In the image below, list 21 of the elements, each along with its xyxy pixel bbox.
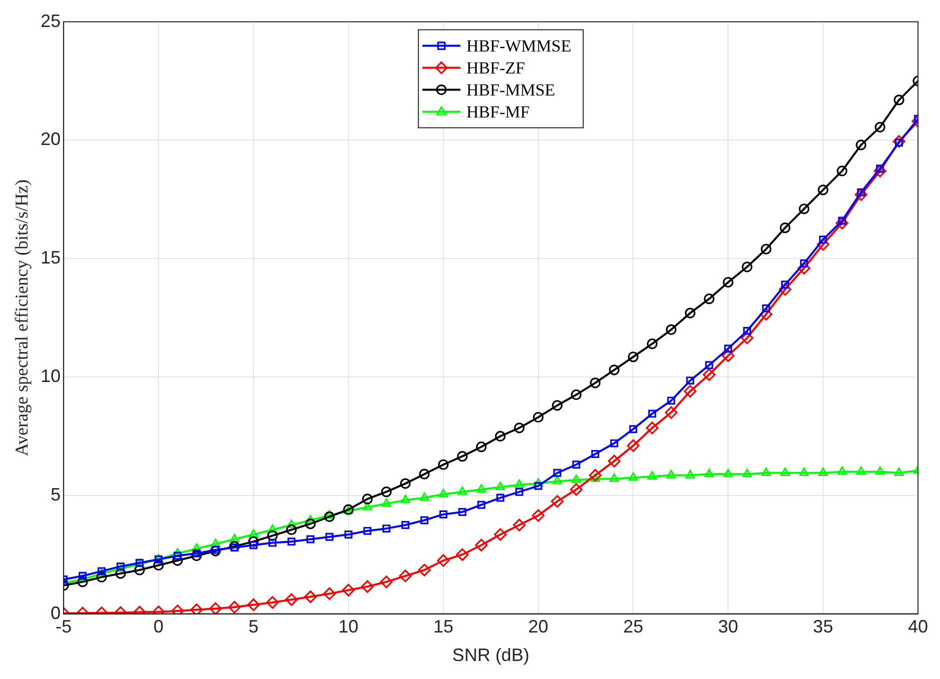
x-tick-label: 25 [623, 616, 644, 637]
x-tick-label: 35 [813, 616, 834, 637]
legend-label: HBF-WMMSE [466, 36, 572, 56]
y-tick-label: 15 [40, 248, 61, 268]
legend-label: HBF-MMSE [466, 80, 556, 100]
y-tick-label: 20 [40, 129, 61, 150]
x-tick-label: 20 [528, 616, 548, 637]
x-tick-label: 0 [154, 616, 164, 637]
x-tick-label: 30 [718, 616, 738, 637]
y-tick-label: 10 [40, 366, 61, 386]
x-tick-label: 5 [248, 616, 258, 637]
legend-label: HBF-ZF [466, 58, 525, 78]
y-tick-label: 0 [50, 602, 61, 623]
legend-label: HBF-MF [466, 102, 530, 122]
x-tick-label: 10 [338, 616, 358, 637]
x-axis-title: SNR (dB) [452, 645, 530, 666]
x-tick-label: 40 [908, 616, 928, 637]
y-tick-label: 5 [50, 484, 61, 504]
y-axis-title: Average spectral efficiency (bits/s/Hz) [12, 179, 32, 456]
x-tick-label: 15 [433, 616, 454, 637]
y-tick-label: 25 [40, 10, 61, 31]
